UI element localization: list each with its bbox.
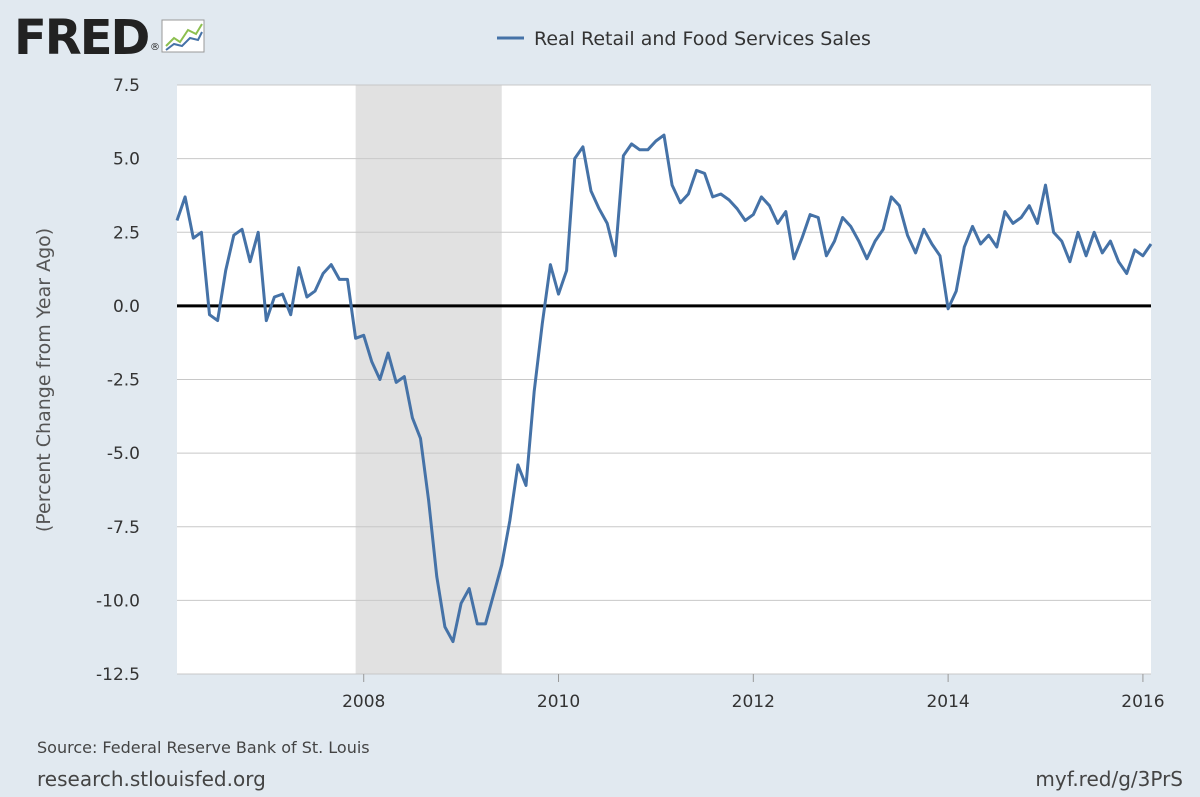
x-tick-label: 2008 (342, 692, 385, 712)
y-axis-label: (Percent Change from Year Ago) (33, 228, 55, 532)
fred-logo[interactable]: FRED ® (14, 10, 205, 66)
site-link[interactable]: research.stlouisfed.org (37, 767, 266, 791)
x-tick-label: 2016 (1121, 692, 1164, 712)
y-tick-label: 5.0 (113, 150, 140, 170)
x-tick-label: 2014 (926, 692, 969, 712)
y-tick-label: -7.5 (107, 518, 140, 538)
y-tick-label: -2.5 (107, 371, 140, 391)
y-tick-label: -5.0 (107, 444, 140, 464)
y-tick-label: 2.5 (113, 223, 140, 243)
source-text: Source: Federal Reserve Bank of St. Loui… (37, 738, 370, 757)
y-tick-label: -10.0 (96, 591, 140, 611)
y-tick-label: 0.0 (113, 297, 140, 317)
y-axis-ticks: 7.5 5.0 2.5 0.0 -2.5 -5.0 -7.5 -10.0 -12.5 (96, 76, 140, 685)
legend-label: Real Retail and Food Services Sales (534, 28, 871, 50)
x-tick-label: 2010 (537, 692, 580, 712)
y-tick-label: -12.5 (96, 665, 140, 685)
gridlines (177, 84, 1151, 675)
series-line (175, 133, 1153, 644)
y-tick-label: 7.5 (113, 76, 140, 96)
logo-registered-mark: ® (150, 42, 160, 53)
x-tick-label: 2012 (732, 692, 775, 712)
x-axis-ticks: 2008 2010 2012 2014 2016 (342, 674, 1165, 712)
logo-text: FRED (14, 10, 149, 66)
logo-chart-icon (161, 19, 205, 53)
short-url[interactable]: myf.red/g/3PrS (1035, 767, 1183, 791)
legend: Real Retail and Food Services Sales (497, 28, 871, 50)
